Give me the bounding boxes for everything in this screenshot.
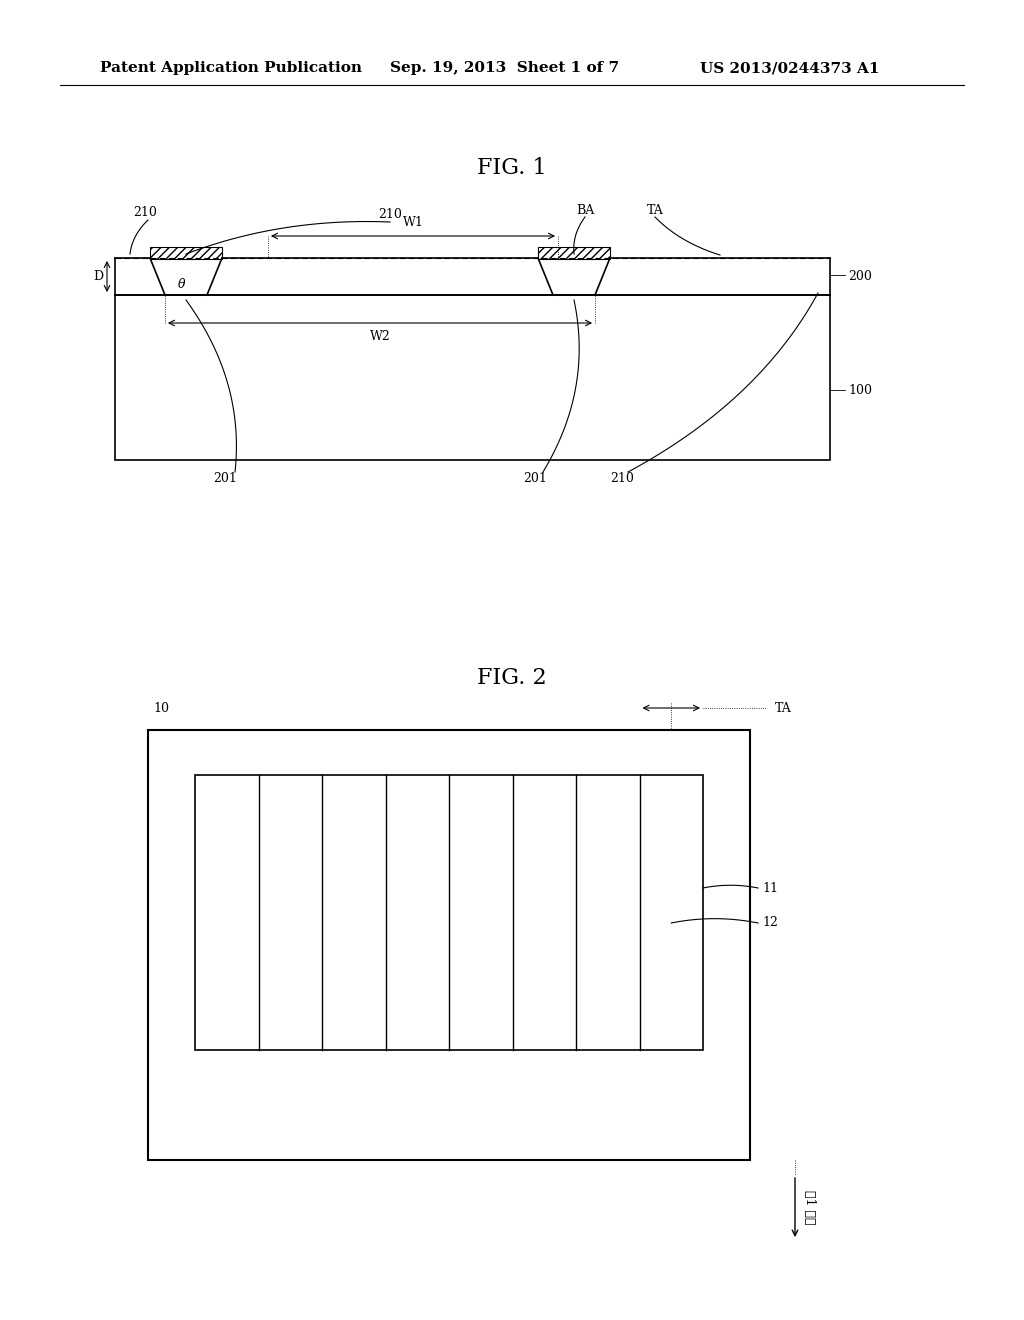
Text: Sep. 19, 2013  Sheet 1 of 7: Sep. 19, 2013 Sheet 1 of 7 [390,61,620,75]
Text: 12: 12 [762,916,778,929]
Text: 200: 200 [848,269,871,282]
Text: 201: 201 [523,471,547,484]
Text: 210: 210 [610,471,634,484]
Bar [538,247,610,259]
Text: TA: TA [646,203,664,216]
Text: 10: 10 [153,701,169,714]
Text: 210: 210 [378,209,402,222]
Text: W1: W1 [402,216,424,228]
Text: W2: W2 [370,330,390,343]
Text: US 2013/0244373 A1: US 2013/0244373 A1 [700,61,880,75]
Text: θ: θ [178,277,185,290]
Text: TA: TA [775,701,792,714]
Text: FIG. 2: FIG. 2 [477,667,547,689]
Text: FIG. 1: FIG. 1 [477,157,547,180]
Text: 210: 210 [133,206,157,219]
Text: BA: BA [575,203,594,216]
Text: 제1 방향: 제1 방향 [803,1191,816,1225]
Text: 11: 11 [762,882,778,895]
Text: 100: 100 [848,384,872,396]
Text: 201: 201 [213,471,237,484]
Bar [150,247,222,259]
Text: Patent Application Publication: Patent Application Publication [100,61,362,75]
Text: D: D [93,271,103,282]
